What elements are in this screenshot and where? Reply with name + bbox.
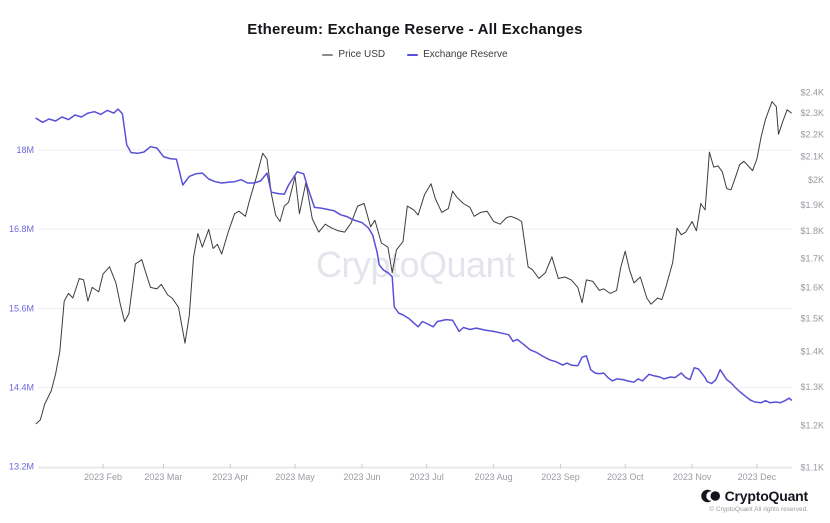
x-axis-tick-label: 2023 Nov — [673, 472, 712, 482]
legend-item-exchange-reserve[interactable]: Exchange Reserve — [407, 49, 508, 60]
exchange-reserve-line — [35, 108, 793, 404]
x-axis-tick-label: 2023 Oct — [607, 472, 644, 482]
right-axis-tick-label: $1.5K — [800, 313, 824, 323]
price-usd-line — [35, 101, 792, 425]
left-axis-tick-label: 16.8M — [9, 224, 34, 234]
cryptoquant-watermark: CryptoQuant — [316, 244, 515, 285]
right-axis-tick-label: $2.4K — [800, 88, 824, 98]
right-axis-tick-label: $2.1K — [800, 152, 824, 162]
price-usd-swatch-icon — [322, 53, 334, 56]
chart-title: Ethereum: Exchange Reserve - All Exchang… — [247, 21, 583, 38]
chart-legend: Price USD Exchange Reserve — [0, 49, 830, 60]
right-axis-tick-label: $1.6K — [800, 282, 824, 292]
right-axis-tick-label: $1.2K — [800, 421, 824, 431]
left-axis-tick-label: 15.6M — [9, 303, 34, 313]
right-axis-tick-label: $1.7K — [800, 253, 824, 263]
x-axis-tick-label: 2023 Aug — [475, 472, 513, 482]
x-axis-tick-label: 2023 May — [275, 472, 315, 482]
copyright-text: © CryptoQuant All rights reserved. — [709, 506, 808, 513]
legend-label-exchange-reserve: Exchange Reserve — [423, 49, 508, 60]
left-axis-tick-label: 14.4M — [9, 383, 34, 393]
exchange-reserve-swatch-icon — [407, 53, 419, 56]
legend-item-price-usd[interactable]: Price USD — [322, 49, 385, 60]
x-axis-tick-label: 2023 Feb — [84, 472, 122, 482]
x-axis-tick-label: 2023 Mar — [144, 472, 182, 482]
footer: CryptoQuant © CryptoQuant All rights res… — [700, 488, 809, 513]
left-axis-tick-label: 18M — [16, 145, 34, 155]
right-axis-tick-label: $1.9K — [800, 200, 824, 210]
x-axis-tick-label: 2023 Sep — [541, 472, 580, 482]
right-axis-tick-label: $2K — [808, 175, 824, 185]
right-axis-tick-label: $2.2K — [800, 129, 824, 139]
cryptoquant-brand-text: CryptoQuant — [724, 488, 809, 504]
x-axis-tick-label: 2023 Jul — [410, 472, 444, 482]
right-axis-tick-label: $1.4K — [800, 347, 824, 357]
right-axis-tick-label: $1.3K — [800, 382, 824, 392]
x-axis-tick-label: 2023 Dec — [738, 472, 777, 482]
x-axis-tick-label: 2023 Apr — [212, 472, 248, 482]
x-axis-tick-label: 2023 Jun — [343, 472, 380, 482]
right-axis-tick-label: $2.3K — [800, 108, 824, 118]
legend-label-price-usd: Price USD — [338, 49, 386, 60]
left-axis-tick-label: 13.2M — [9, 462, 34, 472]
cryptoquant-logo-icon — [700, 489, 720, 503]
right-axis-tick-label: $1.8K — [800, 226, 824, 236]
right-axis-tick-label: $1.1K — [800, 463, 824, 473]
